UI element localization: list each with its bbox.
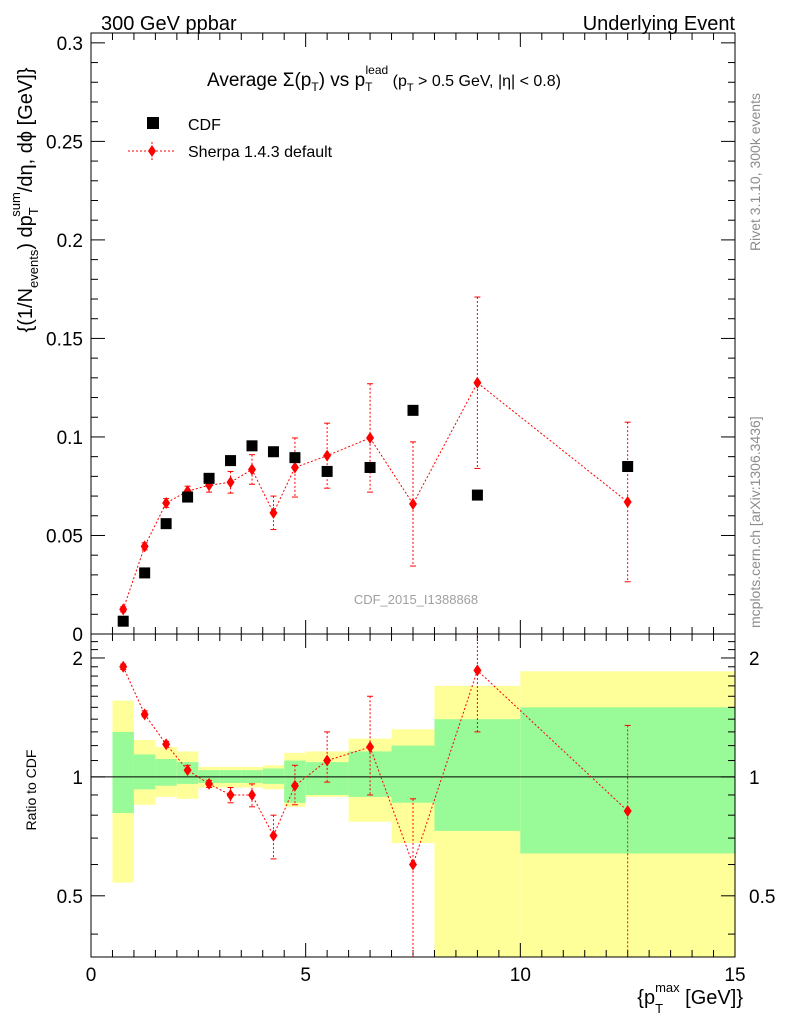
legend-data-label: CDF [188,117,221,134]
ratio-band-inner-9 [305,762,349,795]
ratio-point [226,788,235,801]
cdf-data-point [267,446,279,458]
x-tick-label-3: 15 [724,965,745,986]
x-tick-label-1: 5 [300,965,311,986]
cdf-data-point [203,472,215,484]
ratio-point [366,741,375,754]
main-y-tick-label-3: 0.15 [46,329,83,350]
ratio-y-tick-label-2: 2 [72,649,83,670]
ratio-point [623,804,632,817]
cdf-data-point [139,567,151,579]
ratio-y-tick-label-right-1: 1 [749,768,760,789]
mc-point [248,463,256,476]
main-y-tick-label-1: 0.05 [46,526,83,547]
ratio-point [140,708,149,721]
cdf-data-point [622,461,634,473]
ratio-point [269,829,278,842]
ratio-uncertainty-bands [112,671,735,957]
ratio-point [205,777,214,790]
cdf-data-point [471,489,483,501]
ratio-point [248,788,256,801]
mc-point [409,497,417,510]
main-y-axis-label: {(1/Nevents) dpTsum/dη, dϕ [GeV]} [8,67,41,332]
cdf-data-point [289,452,301,464]
cdf-data-point [246,440,258,452]
ratio-point [162,738,171,751]
ratio-band-inner-1 [133,754,156,790]
header-left: 300 GeV ppbar [101,13,237,35]
mc-point [623,495,632,508]
plot-title: Average Σ(pT) vs pTlead (pT > 0.5 GeV, |… [207,63,561,94]
x-tick-label-0: 0 [86,965,97,986]
main-y-tick-label-0: 0 [72,625,83,646]
ratio-plot-marks [119,634,632,957]
main-y-tick-label-5: 0.25 [46,132,83,153]
ratio-point [290,779,299,792]
mc-point [162,496,171,509]
legend-mc-label: Sherpa 1.4.3 default [188,144,333,161]
ratio-point [323,754,332,767]
header-right: Underlying Event [583,13,736,35]
analysis-watermark: CDF_2015_I1388868 [354,592,478,607]
ratio-band-inner-11 [391,745,435,803]
ratio-y-tick-label-right-0: 0.5 [749,887,775,908]
cdf-data-point [225,455,237,467]
legend-mc-marker [148,145,156,157]
cdf-data-point [321,465,333,477]
rivet-version-label: Rivet 3.1.10, 300k events [747,93,763,251]
mc-series-line [122,381,628,610]
mc-point [323,449,332,462]
main-plot-marks [117,296,634,627]
mc-point [269,506,278,519]
legend: CDF Sherpa 1.4.3 default [128,117,333,161]
ratio-band-inner-13 [520,707,735,854]
mcplots-label: mcplots.cern.ch [arXiv:1306.3436] [747,416,763,628]
cdf-data-point [117,615,129,627]
mc-point [473,376,482,389]
ratio-band-inner-2 [155,758,177,786]
mc-point [119,603,128,616]
cdf-data-point [182,491,194,503]
ratio-y-tick-label-right-2: 2 [749,649,760,670]
ratio-y-tick-label-0: 0.5 [57,887,83,908]
ratio-point [473,664,482,677]
cdf-data-point [407,404,419,416]
legend-data-marker [147,117,159,129]
main-y-tick-label-6: 0.3 [57,34,83,55]
main-y-tick-label-4: 0.2 [57,231,83,252]
ratio-point [409,858,417,871]
x-tick-label-2: 10 [510,965,531,986]
mc-point [290,461,299,474]
cdf-data-point [364,461,376,473]
mc-point [140,540,149,553]
ratio-y-tick-label-1: 1 [72,768,83,789]
ratio-y-axis-label: Ratio to CDF [23,750,39,831]
ratio-band-inner-0 [112,731,134,814]
ratio-band-inner-12 [434,719,521,831]
cdf-data-point [160,518,172,530]
main-y-tick-label-2: 0.1 [57,428,83,449]
x-axis-label: {pTmax [GeV]} [637,980,743,1016]
main-axes: 0 0.05 0.1 0.15 0.2 0.25 0.3 [46,32,736,646]
mc-point [366,431,375,444]
mc-point [226,476,235,489]
ratio-series-line [122,666,629,867]
ratio-band-inner-7 [262,768,285,784]
ratio-point [119,660,128,673]
ratio-point [183,764,192,777]
ratio-axes: 0.5 0.5 1 1 2 2 0 5 10 15 [57,633,775,986]
